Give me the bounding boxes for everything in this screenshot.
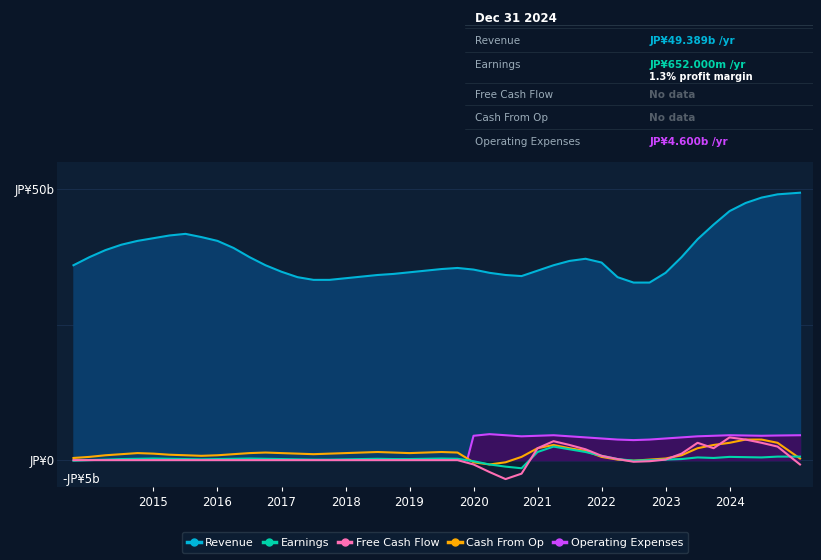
Text: No data: No data xyxy=(649,113,695,123)
Text: -JP¥5b: -JP¥5b xyxy=(62,473,100,487)
Text: JP¥4.600b /yr: JP¥4.600b /yr xyxy=(649,137,727,147)
Text: 1.3% profit margin: 1.3% profit margin xyxy=(649,72,753,82)
Text: Revenue: Revenue xyxy=(475,36,521,45)
Text: Cash From Op: Cash From Op xyxy=(475,113,548,123)
Text: Earnings: Earnings xyxy=(475,60,521,70)
Text: JP¥652.000m /yr: JP¥652.000m /yr xyxy=(649,60,745,70)
Text: Free Cash Flow: Free Cash Flow xyxy=(475,91,553,100)
Text: JP¥49.389b /yr: JP¥49.389b /yr xyxy=(649,36,735,45)
Text: No data: No data xyxy=(649,91,695,100)
Legend: Revenue, Earnings, Free Cash Flow, Cash From Op, Operating Expenses: Revenue, Earnings, Free Cash Flow, Cash … xyxy=(181,532,689,553)
Text: Operating Expenses: Operating Expenses xyxy=(475,137,580,147)
Text: Dec 31 2024: Dec 31 2024 xyxy=(475,12,557,25)
